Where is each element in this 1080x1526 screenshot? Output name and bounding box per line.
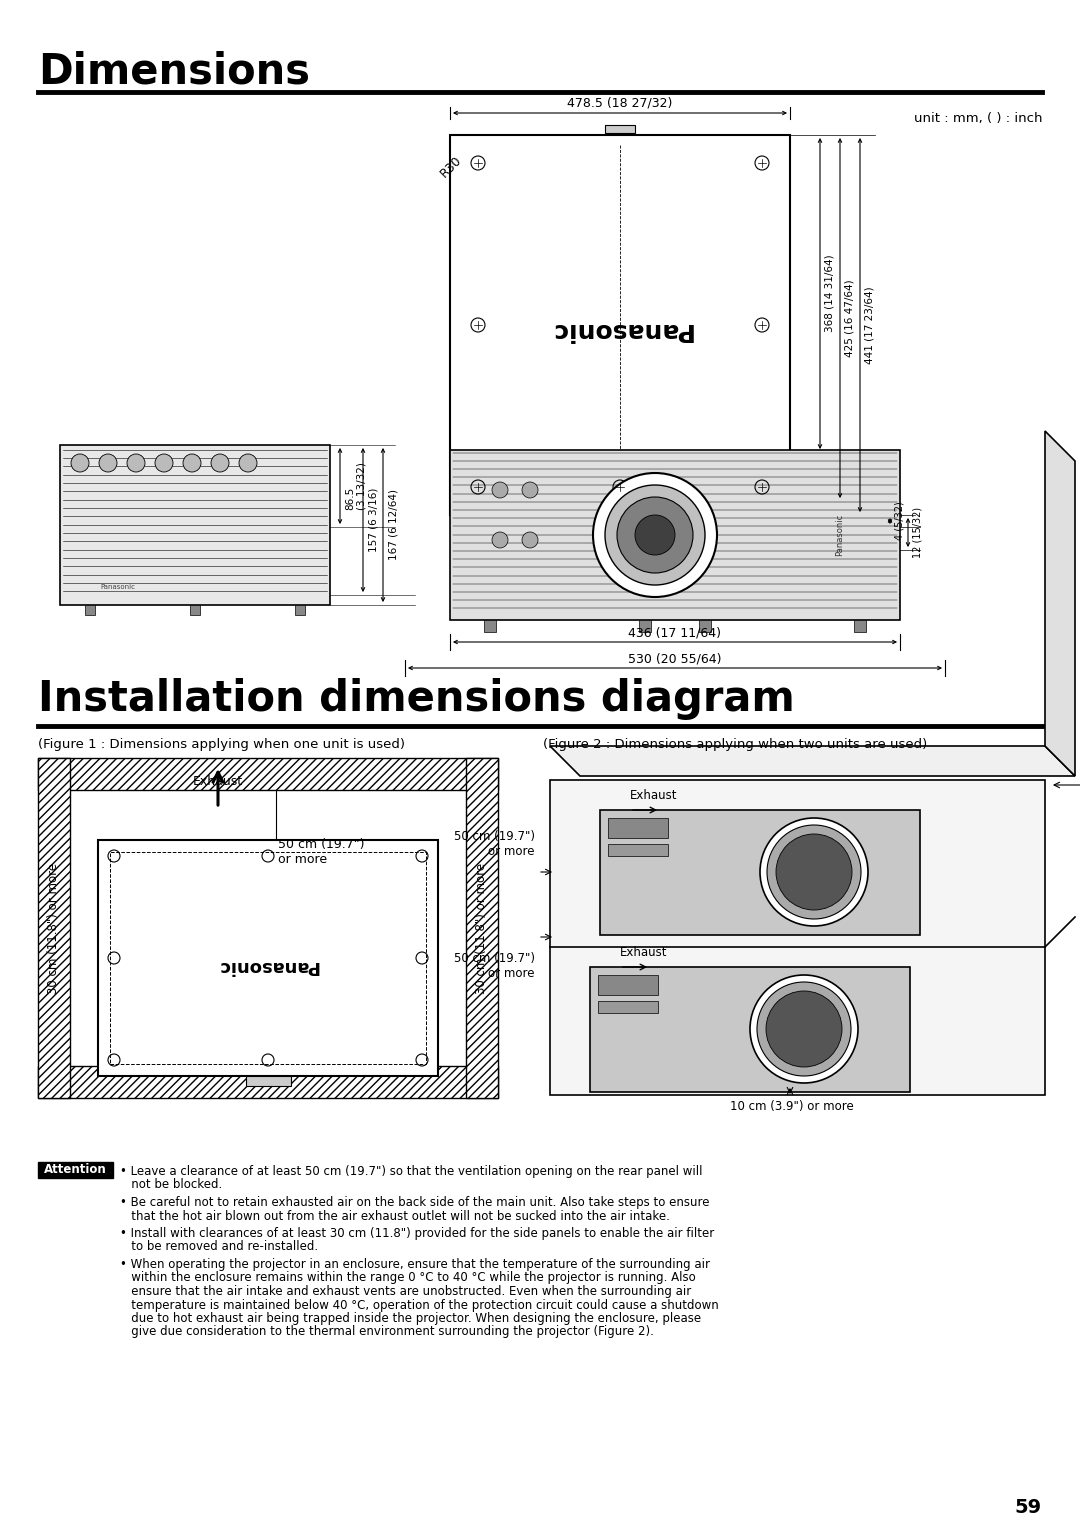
Circle shape [605,485,705,584]
Circle shape [766,990,842,1067]
Text: 425 (16 47/64): 425 (16 47/64) [845,279,855,357]
Text: within the enclosure remains within the range 0 °C to 40 °C while the projector : within the enclosure remains within the … [120,1271,696,1285]
Circle shape [492,482,508,497]
Text: Panasonic: Panasonic [100,584,135,591]
Polygon shape [1045,430,1075,777]
Text: 50 cm (19.7")
or more: 50 cm (19.7") or more [278,838,365,865]
Circle shape [522,533,538,548]
Polygon shape [550,746,1075,777]
Text: Exhaust: Exhaust [620,946,667,958]
Bar [190,604,200,615]
Text: (Figure 2 : Dimensions applying when two units are used): (Figure 2 : Dimensions applying when two… [543,739,928,751]
Bar [590,967,910,1093]
Text: 86.5
(3 13/32): 86.5 (3 13/32) [345,462,366,510]
Text: • Leave a clearance of at least 50 cm (19.7") so that the ventilation opening on: • Leave a clearance of at least 50 cm (1… [120,1164,702,1178]
Bar [484,620,496,632]
Bar [699,620,711,632]
Bar [605,125,635,133]
Bar [608,818,669,838]
Text: 10 cm (3.9") or more: 10 cm (3.9") or more [730,1100,854,1112]
Text: ensure that the air intake and exhaust vents are unobstructed. Even when the sur: ensure that the air intake and exhaust v… [120,1285,691,1299]
Text: 4 (5/32): 4 (5/32) [895,502,905,540]
Text: 59: 59 [1015,1499,1042,1517]
Text: • When operating the projector in an enclosure, ensure that the temperature of t: • When operating the projector in an enc… [120,1257,710,1271]
Text: that the hot air blown out from the air exhaust outlet will not be sucked into t: that the hot air blown out from the air … [120,1210,670,1222]
Circle shape [767,826,861,919]
Bar [85,604,95,615]
Circle shape [127,455,145,472]
Circle shape [777,835,852,909]
Circle shape [99,455,117,472]
Text: Exhaust: Exhaust [193,775,243,787]
Bar [550,780,1045,1096]
Circle shape [635,514,675,555]
Bar [98,839,438,1076]
Bar [600,810,920,935]
Bar [598,1001,658,1013]
Bar [246,1076,291,1087]
Text: 478.5 (18 27/32): 478.5 (18 27/32) [567,98,673,110]
Text: 50 cm (19.7")
or more: 50 cm (19.7") or more [454,830,535,858]
Circle shape [156,455,173,472]
Bar [38,758,498,790]
Text: R30: R30 [438,154,464,180]
Text: • Be careful not to retain exhausted air on the back side of the main unit. Also: • Be careful not to retain exhausted air… [120,1196,710,1209]
Text: 30 cm (11.8") or more: 30 cm (11.8") or more [475,862,488,993]
Text: Panasonic: Panasonic [836,514,845,555]
Bar [60,446,330,604]
Circle shape [492,533,508,548]
Bar [450,134,789,514]
Bar [110,852,426,1064]
Circle shape [239,455,257,472]
Circle shape [71,455,89,472]
Circle shape [750,975,858,1083]
Text: not be blocked.: not be blocked. [120,1178,222,1192]
Bar [38,758,70,1099]
Bar [295,604,305,615]
Text: Dimensions: Dimensions [38,50,310,92]
Bar [608,844,669,856]
Text: 157 (6 3/16): 157 (6 3/16) [368,488,378,552]
Circle shape [760,818,868,926]
Bar [450,450,900,620]
Text: 167 (6 12/64): 167 (6 12/64) [388,490,399,560]
Text: 50 cm (19.7")
or more: 50 cm (19.7") or more [454,952,535,980]
Text: 436 (17 11/64): 436 (17 11/64) [629,626,721,639]
Bar [598,975,658,995]
Bar [639,620,651,632]
Text: 12 (15/32): 12 (15/32) [913,507,923,557]
Text: Attention: Attention [43,1163,106,1177]
Text: 530 (20 55/64): 530 (20 55/64) [629,652,721,665]
Text: 368 (14 31/64): 368 (14 31/64) [825,255,835,331]
Bar [38,1067,498,1099]
Text: Panasonic: Panasonic [217,957,319,975]
Circle shape [757,983,851,1076]
Circle shape [593,473,717,597]
Text: give due consideration to the thermal environment surrounding the projector (Fig: give due consideration to the thermal en… [120,1326,653,1338]
Bar [70,790,465,1067]
Circle shape [617,497,693,572]
Text: Exhaust: Exhaust [630,789,677,803]
Text: Panasonic: Panasonic [549,317,691,342]
Bar [38,1161,113,1178]
Text: 30 cm (11.8") or more: 30 cm (11.8") or more [48,862,60,993]
Circle shape [522,482,538,497]
Text: temperature is maintained below 40 °C, operation of the protection circuit could: temperature is maintained below 40 °C, o… [120,1299,719,1311]
Text: due to hot exhaust air being trapped inside the projector. When designing the en: due to hot exhaust air being trapped ins… [120,1312,701,1325]
Text: 441 (17 23/64): 441 (17 23/64) [865,287,875,363]
Bar [854,620,866,632]
Text: to be removed and re-installed.: to be removed and re-installed. [120,1241,319,1253]
Text: (Figure 1 : Dimensions applying when one unit is used): (Figure 1 : Dimensions applying when one… [38,739,405,751]
Bar [465,758,498,1099]
Circle shape [211,455,229,472]
Text: Installation dimensions diagram: Installation dimensions diagram [38,678,795,720]
Text: unit : mm, ( ) : inch: unit : mm, ( ) : inch [914,111,1042,125]
Text: • Install with clearances of at least 30 cm (11.8") provided for the side panels: • Install with clearances of at least 30… [120,1227,714,1241]
Circle shape [183,455,201,472]
